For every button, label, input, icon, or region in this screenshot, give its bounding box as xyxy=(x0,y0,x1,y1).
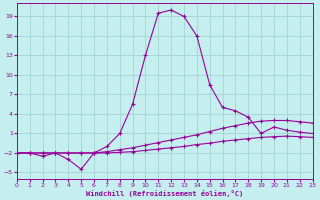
X-axis label: Windchill (Refroidissement éolien,°C): Windchill (Refroidissement éolien,°C) xyxy=(86,190,243,197)
